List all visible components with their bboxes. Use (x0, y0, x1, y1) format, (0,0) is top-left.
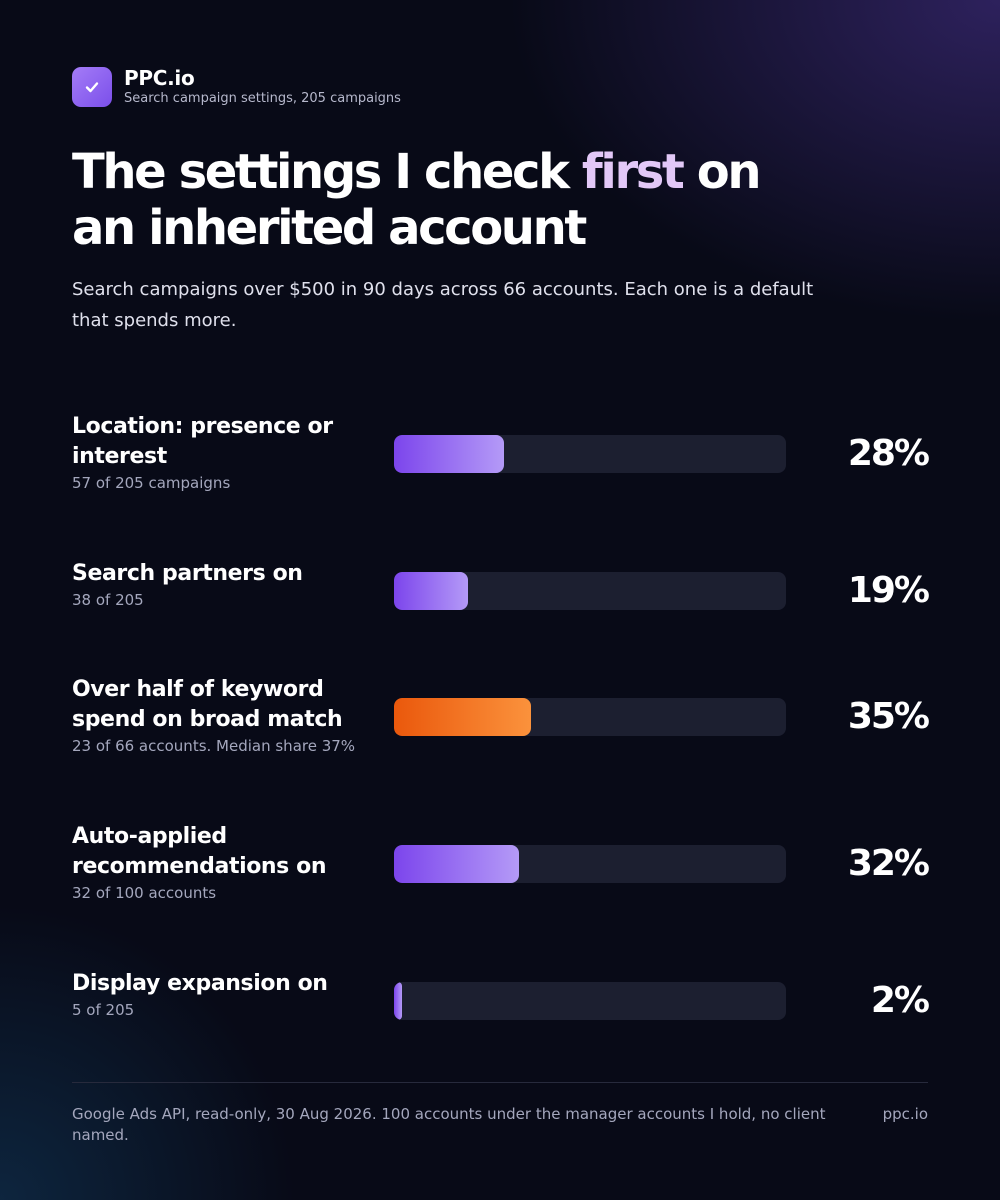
data-label: 19% (847, 570, 930, 611)
bar-label-group: Display expansion on 5 of 205 (72, 969, 382, 1021)
bar (394, 698, 532, 736)
category-label: Auto-applied recommendations on (72, 824, 327, 879)
bar-label-group: Search partners on 38 of 205 (72, 559, 382, 611)
bar (394, 845, 520, 883)
footer-source-note: Google Ads API, read-only, 30 Aug 2026. … (72, 1105, 826, 1144)
header: PPC.io Search campaign settings, 205 cam… (72, 66, 928, 336)
category-detail: 38 of 205 (72, 591, 144, 609)
checkmark-icon (72, 67, 112, 107)
data-label: 28% (847, 433, 930, 474)
bar-label-group: Auto-applied recommendations on 32 of 100… (72, 822, 382, 904)
bar (394, 982, 402, 1020)
data-label: 32% (847, 843, 930, 884)
category-label: Over half of keyword spend on broad matc… (72, 677, 343, 732)
title-part-1: The settings I check (72, 144, 582, 200)
footer-divider (72, 1082, 928, 1083)
bar (394, 435, 504, 473)
chart-subtitle: Search campaigns over $500 in 90 days ac… (72, 279, 814, 331)
category-label: Location: presence or interest (72, 414, 333, 469)
bar-track (394, 435, 786, 473)
title-accent-word: first (581, 144, 685, 200)
chart-title: The settings I check first on an inherit… (72, 144, 832, 256)
category-detail: 23 of 66 accounts. Median share 37% (72, 737, 356, 755)
title-part-2: on an inherited account (72, 144, 762, 256)
brand: PPC.io Search campaign settings, 205 cam… (72, 66, 928, 108)
brand-subtitle: Search campaign settings, 205 campaigns (124, 91, 401, 106)
data-label: 35% (847, 696, 930, 737)
footer-site-link[interactable]: ppc.io (882, 1105, 928, 1123)
category-detail: 57 of 205 campaigns (72, 474, 231, 492)
bar-track (394, 845, 786, 883)
category-detail: 5 of 205 (72, 1001, 135, 1019)
brand-text: PPC.io Search campaign settings, 205 cam… (124, 66, 401, 108)
category-label: Search partners on (72, 561, 303, 586)
bar-track (394, 698, 786, 736)
bar (394, 572, 469, 610)
brand-name: PPC.io (124, 66, 195, 90)
data-label: 2% (870, 980, 930, 1021)
category-detail: 32 of 100 accounts (72, 884, 217, 902)
category-label: Display expansion on (72, 971, 328, 996)
bar-label-group: Over half of keyword spend on broad matc… (72, 675, 382, 757)
bar-track (394, 982, 786, 1020)
bar-label-group: Location: presence or interest 57 of 205 … (72, 412, 382, 494)
bar-track (394, 572, 786, 610)
